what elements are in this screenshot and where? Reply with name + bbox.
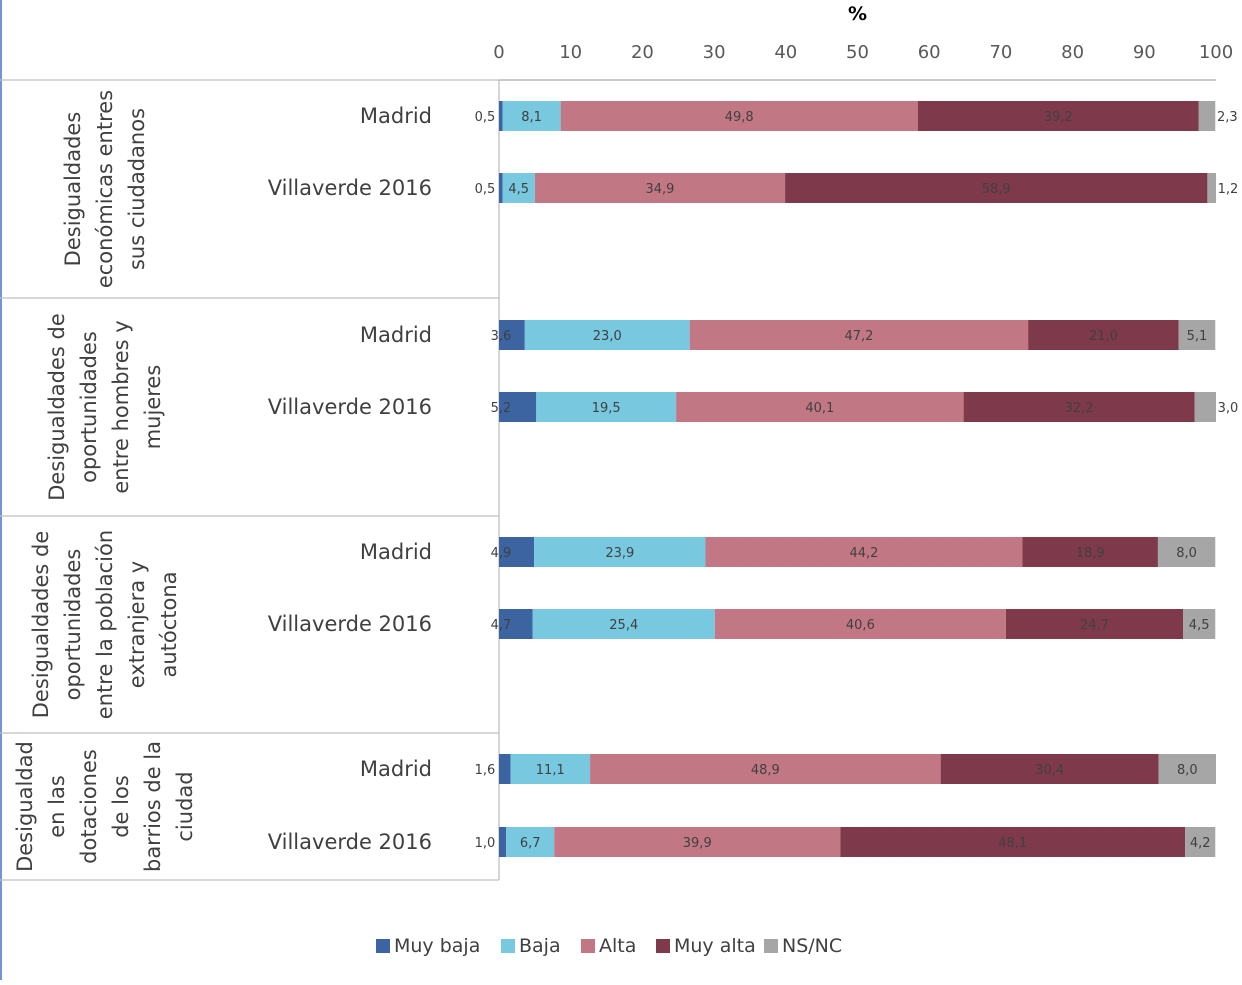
data-label: 6,7	[520, 836, 541, 851]
x-tick-label: 0	[493, 42, 504, 63]
legend-swatch	[656, 939, 670, 953]
row-label: Villaverde 2016	[268, 176, 432, 200]
x-tick-label: 50	[846, 42, 869, 63]
x-tick-label: 80	[1061, 42, 1084, 63]
data-label: 3,0	[1218, 401, 1239, 416]
group-label-line: sus ciudadanos	[125, 108, 149, 270]
x-tick-label: 30	[703, 42, 726, 63]
bar-segment-muy-baja	[499, 173, 503, 203]
x-axis-title: %	[848, 3, 867, 25]
data-label: 8,1	[521, 110, 542, 125]
legend-label: Alta	[599, 935, 636, 957]
data-label: 8,0	[1177, 763, 1198, 778]
data-label: 32,2	[1065, 401, 1094, 416]
data-label: 1,6	[475, 763, 496, 778]
data-label: 21,0	[1089, 329, 1118, 344]
x-tick-label: 20	[631, 42, 654, 63]
group-label-line: mujeres	[141, 365, 165, 450]
group-label-line: oportunidades	[77, 331, 101, 483]
row-label: Madrid	[360, 104, 432, 128]
group-label-line: oportunidades	[61, 549, 85, 701]
legend-swatch	[764, 939, 778, 953]
data-label: 4,7	[491, 618, 512, 633]
data-label: 48,9	[751, 763, 780, 778]
data-label: 39,9	[683, 836, 712, 851]
bar-segment-ns-nc	[1199, 101, 1215, 131]
group-label-line: dotaciones	[77, 749, 101, 864]
data-label: 48,1	[998, 836, 1027, 851]
data-label: 30,4	[1035, 763, 1064, 778]
data-label: 19,5	[592, 401, 621, 416]
row-label: Villaverde 2016	[268, 830, 432, 854]
bar-segment-muy-baja	[499, 827, 506, 857]
group-label-line: en las	[45, 775, 69, 838]
bar-segment-ns-nc	[1207, 173, 1216, 203]
group-label-line: económicas entres	[93, 90, 117, 288]
data-label: 1,2	[1218, 182, 1239, 197]
group-label-line: Desigualdades	[61, 112, 85, 267]
x-tick-label: 40	[774, 42, 797, 63]
data-label: 5,1	[1187, 329, 1208, 344]
x-tick-label: 90	[1133, 42, 1156, 63]
group-label-line: entre hombres y	[109, 320, 133, 493]
data-label: 4,5	[508, 182, 529, 197]
data-label: 40,1	[805, 401, 834, 416]
data-label: 24,7	[1080, 618, 1109, 633]
data-label: 5,2	[491, 401, 512, 416]
data-label: 44,2	[849, 546, 878, 561]
data-label: 3,6	[491, 329, 512, 344]
data-label: 25,4	[609, 618, 638, 633]
group-label-line: Desigualdades de	[45, 313, 69, 501]
data-label: 11,1	[536, 763, 565, 778]
group-label-line: de los	[109, 775, 133, 838]
group-label-line: ciudad	[173, 771, 197, 841]
data-label: 23,0	[593, 329, 622, 344]
data-label: 58,9	[982, 182, 1011, 197]
legend-swatch	[501, 939, 515, 953]
row-label: Villaverde 2016	[268, 612, 432, 636]
data-label: 49,8	[725, 110, 754, 125]
data-label: 8,0	[1176, 546, 1197, 561]
data-label: 4,9	[491, 546, 512, 561]
data-label: 40,6	[846, 618, 875, 633]
group-label-line: autóctona	[157, 571, 181, 677]
legend-swatch	[581, 939, 595, 953]
legend-label: Muy baja	[394, 935, 480, 957]
data-label: 4,2	[1190, 836, 1211, 851]
group-label-line: barrios de la	[141, 741, 165, 872]
x-tick-label: 100	[1199, 42, 1233, 63]
legend-swatch	[376, 939, 390, 953]
data-label: 39,2	[1044, 110, 1073, 125]
data-label: 18,9	[1076, 546, 1105, 561]
data-label: 0,5	[475, 182, 496, 197]
data-label: 34,9	[645, 182, 674, 197]
group-label-line: extranjera y	[125, 561, 149, 688]
group-label-line: entre la población	[93, 530, 117, 719]
bar-segment-muy-baja	[499, 101, 503, 131]
data-label: 1,0	[475, 836, 496, 851]
legend-label: Baja	[519, 935, 561, 957]
row-label: Madrid	[360, 757, 432, 781]
bar-segment-ns-nc	[1194, 392, 1216, 422]
row-label: Madrid	[360, 323, 432, 347]
data-label: 47,2	[844, 329, 873, 344]
x-tick-label: 10	[559, 42, 582, 63]
x-tick-label: 60	[918, 42, 941, 63]
group-label-line: Desigualdad	[13, 741, 37, 872]
x-tick-label: 70	[989, 42, 1012, 63]
bar-segment-muy-baja	[499, 754, 510, 784]
data-label: 4,5	[1189, 618, 1210, 633]
group-label-line: Desigualdades de	[29, 531, 53, 719]
data-label: 23,9	[605, 546, 634, 561]
row-label: Villaverde 2016	[268, 395, 432, 419]
legend-label: NS/NC	[782, 935, 842, 957]
legend-label: Muy alta	[674, 935, 756, 957]
data-label: 0,5	[475, 110, 496, 125]
data-label: 2,3	[1217, 110, 1238, 125]
row-label: Madrid	[360, 540, 432, 564]
